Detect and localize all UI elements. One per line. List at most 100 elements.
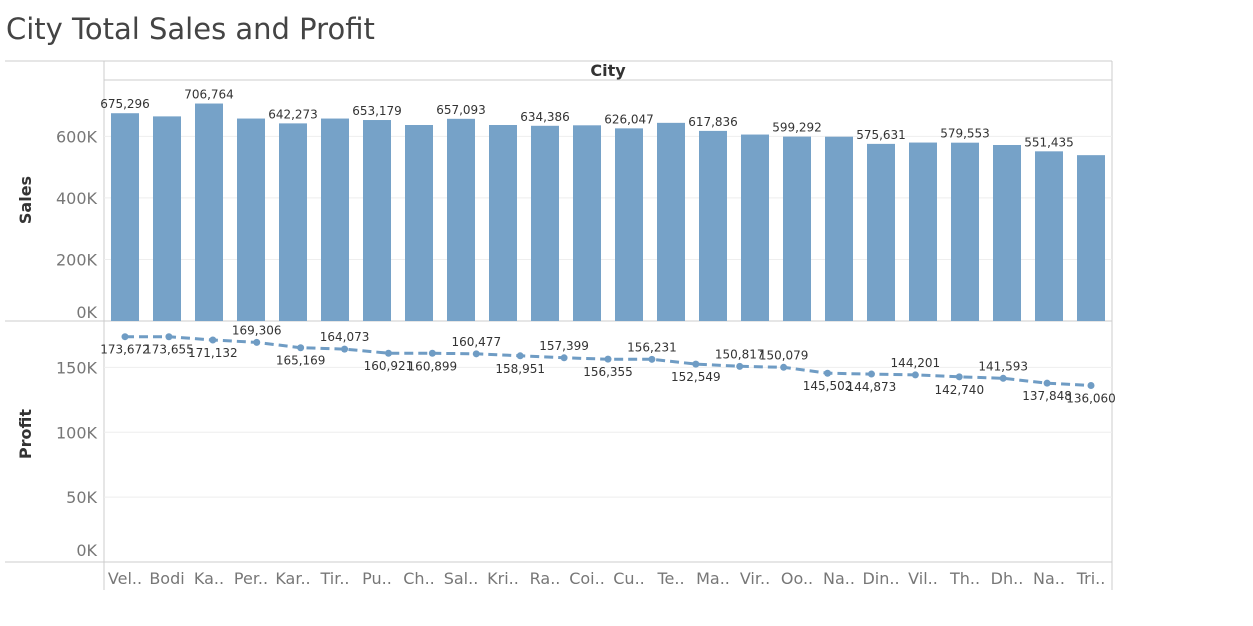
city-label: Per.. (234, 569, 268, 588)
profit-point (867, 370, 875, 378)
sales-bar (615, 128, 643, 321)
profit-value-label: 144,201 (891, 356, 941, 370)
profit-point (780, 363, 788, 371)
profit-value-label: 150,817 (715, 347, 765, 361)
city-label: Na.. (823, 569, 855, 588)
sales-axis-label: Sales (16, 176, 35, 224)
profit-value-label: 158,951 (495, 362, 545, 376)
profit-value-label: 136,060 (1066, 391, 1116, 405)
sales-bar (195, 103, 223, 322)
profit-value-label: 150,079 (759, 348, 809, 362)
sales-tick-label: 400K (56, 189, 98, 208)
profit-value-label: 164,073 (320, 330, 370, 344)
sales-value-label: 575,631 (856, 128, 906, 142)
sales-bar (993, 145, 1021, 321)
profit-tick-label: 150K (56, 358, 98, 377)
sales-tick-label: 200K (56, 250, 98, 269)
city-label: Ma.. (696, 569, 730, 588)
profit-point (297, 344, 305, 352)
profit-point (428, 349, 436, 357)
profit-value-label: 171,132 (188, 346, 238, 360)
profit-point (911, 371, 919, 379)
city-label: Na.. (1033, 569, 1065, 588)
profit-value-label: 156,355 (583, 365, 633, 379)
profit-point (999, 374, 1007, 382)
profit-point (604, 355, 612, 363)
profit-value-label: 156,231 (627, 340, 677, 354)
city-label: Tir.. (319, 569, 349, 588)
city-label: Bodi (149, 569, 184, 588)
profit-point (165, 333, 173, 341)
profit-point (121, 333, 129, 341)
city-label: Oo.. (781, 569, 813, 588)
profit-axis-label: Profit (16, 409, 35, 459)
frame (5, 60, 1113, 590)
sales-value-label: 653,179 (352, 104, 402, 118)
sales-gridlines (104, 135, 1112, 260)
sales-bar (447, 118, 475, 321)
profit-value-label: 157,399 (539, 339, 589, 353)
profit-value-label: 160,899 (408, 359, 458, 373)
profit-value-label: 173,672 (100, 343, 150, 357)
profit-point (692, 360, 700, 368)
sales-bars (111, 103, 1105, 322)
city-label: Vel.. (108, 569, 142, 588)
sales-tick-label: 0K (76, 303, 97, 322)
profit-value-label: 137,848 (1022, 389, 1072, 403)
profit-point (824, 369, 832, 377)
sales-axis-ticks: 0K 200K 400K 600K (56, 127, 98, 322)
sales-value-label: 675,296 (100, 97, 150, 111)
profit-point (516, 352, 524, 360)
city-label: Dh.. (991, 569, 1024, 588)
city-label: Tri.. (1076, 569, 1106, 588)
sales-bar (531, 125, 559, 321)
chart-title: City Total Sales and Profit (6, 12, 375, 46)
profit-value-label: 169,306 (232, 323, 282, 337)
profit-point (736, 362, 744, 370)
profit-axis-ticks: 0K 50K 100K 150K (56, 358, 98, 560)
sales-value-label: 706,764 (184, 88, 234, 102)
city-label: Ka.. (194, 569, 224, 588)
city-label: Cu.. (613, 569, 644, 588)
sales-bar (1035, 151, 1063, 321)
city-axis-labels: Vel.. Bodi Ka.. Per.. Kar.. Tir.. Pu.. Ch.. Sal.… (108, 569, 1105, 588)
sales-tick-label: 600K (56, 127, 98, 146)
profit-point (648, 355, 656, 363)
sales-value-label: 642,273 (268, 107, 318, 121)
sales-bar (237, 118, 265, 322)
sales-bar (741, 134, 769, 321)
city-label: Kri.. (487, 569, 519, 588)
city-label: Pu.. (362, 569, 392, 588)
city-label: Ch.. (403, 569, 434, 588)
sales-value-label: 617,836 (688, 115, 738, 129)
profit-point (341, 345, 349, 353)
profit-tick-label: 50K (66, 488, 97, 507)
sales-value-label: 634,386 (520, 110, 570, 124)
profit-point (1087, 381, 1095, 389)
profit-value-label: 142,740 (934, 383, 984, 397)
sales-value-label: 657,093 (436, 103, 486, 117)
city-label: Te.. (656, 569, 684, 588)
profit-value-label: 160,921 (364, 359, 414, 373)
sales-bar (111, 113, 139, 321)
profit-point (384, 349, 392, 357)
sales-value-label: 579,553 (940, 127, 990, 141)
profit-value-label: 165,169 (276, 354, 326, 368)
city-label: Ra.. (530, 569, 561, 588)
city-label: Vil.. (908, 569, 938, 588)
sales-bar (657, 122, 685, 321)
city-label: Th.. (949, 569, 980, 588)
profit-value-label: 152,549 (671, 370, 721, 384)
sales-value-label: 551,435 (1024, 135, 1074, 149)
city-label: Din.. (862, 569, 899, 588)
profit-value-label: 141,593 (978, 359, 1028, 373)
sales-bar (783, 136, 811, 321)
sales-bar (951, 142, 979, 321)
profit-tick-label: 0K (76, 541, 97, 560)
sales-bar (573, 125, 601, 321)
sales-bar (1077, 155, 1105, 321)
profit-tick-label: 100K (56, 423, 98, 442)
sales-bar (405, 125, 433, 321)
sales-bar (909, 142, 937, 321)
